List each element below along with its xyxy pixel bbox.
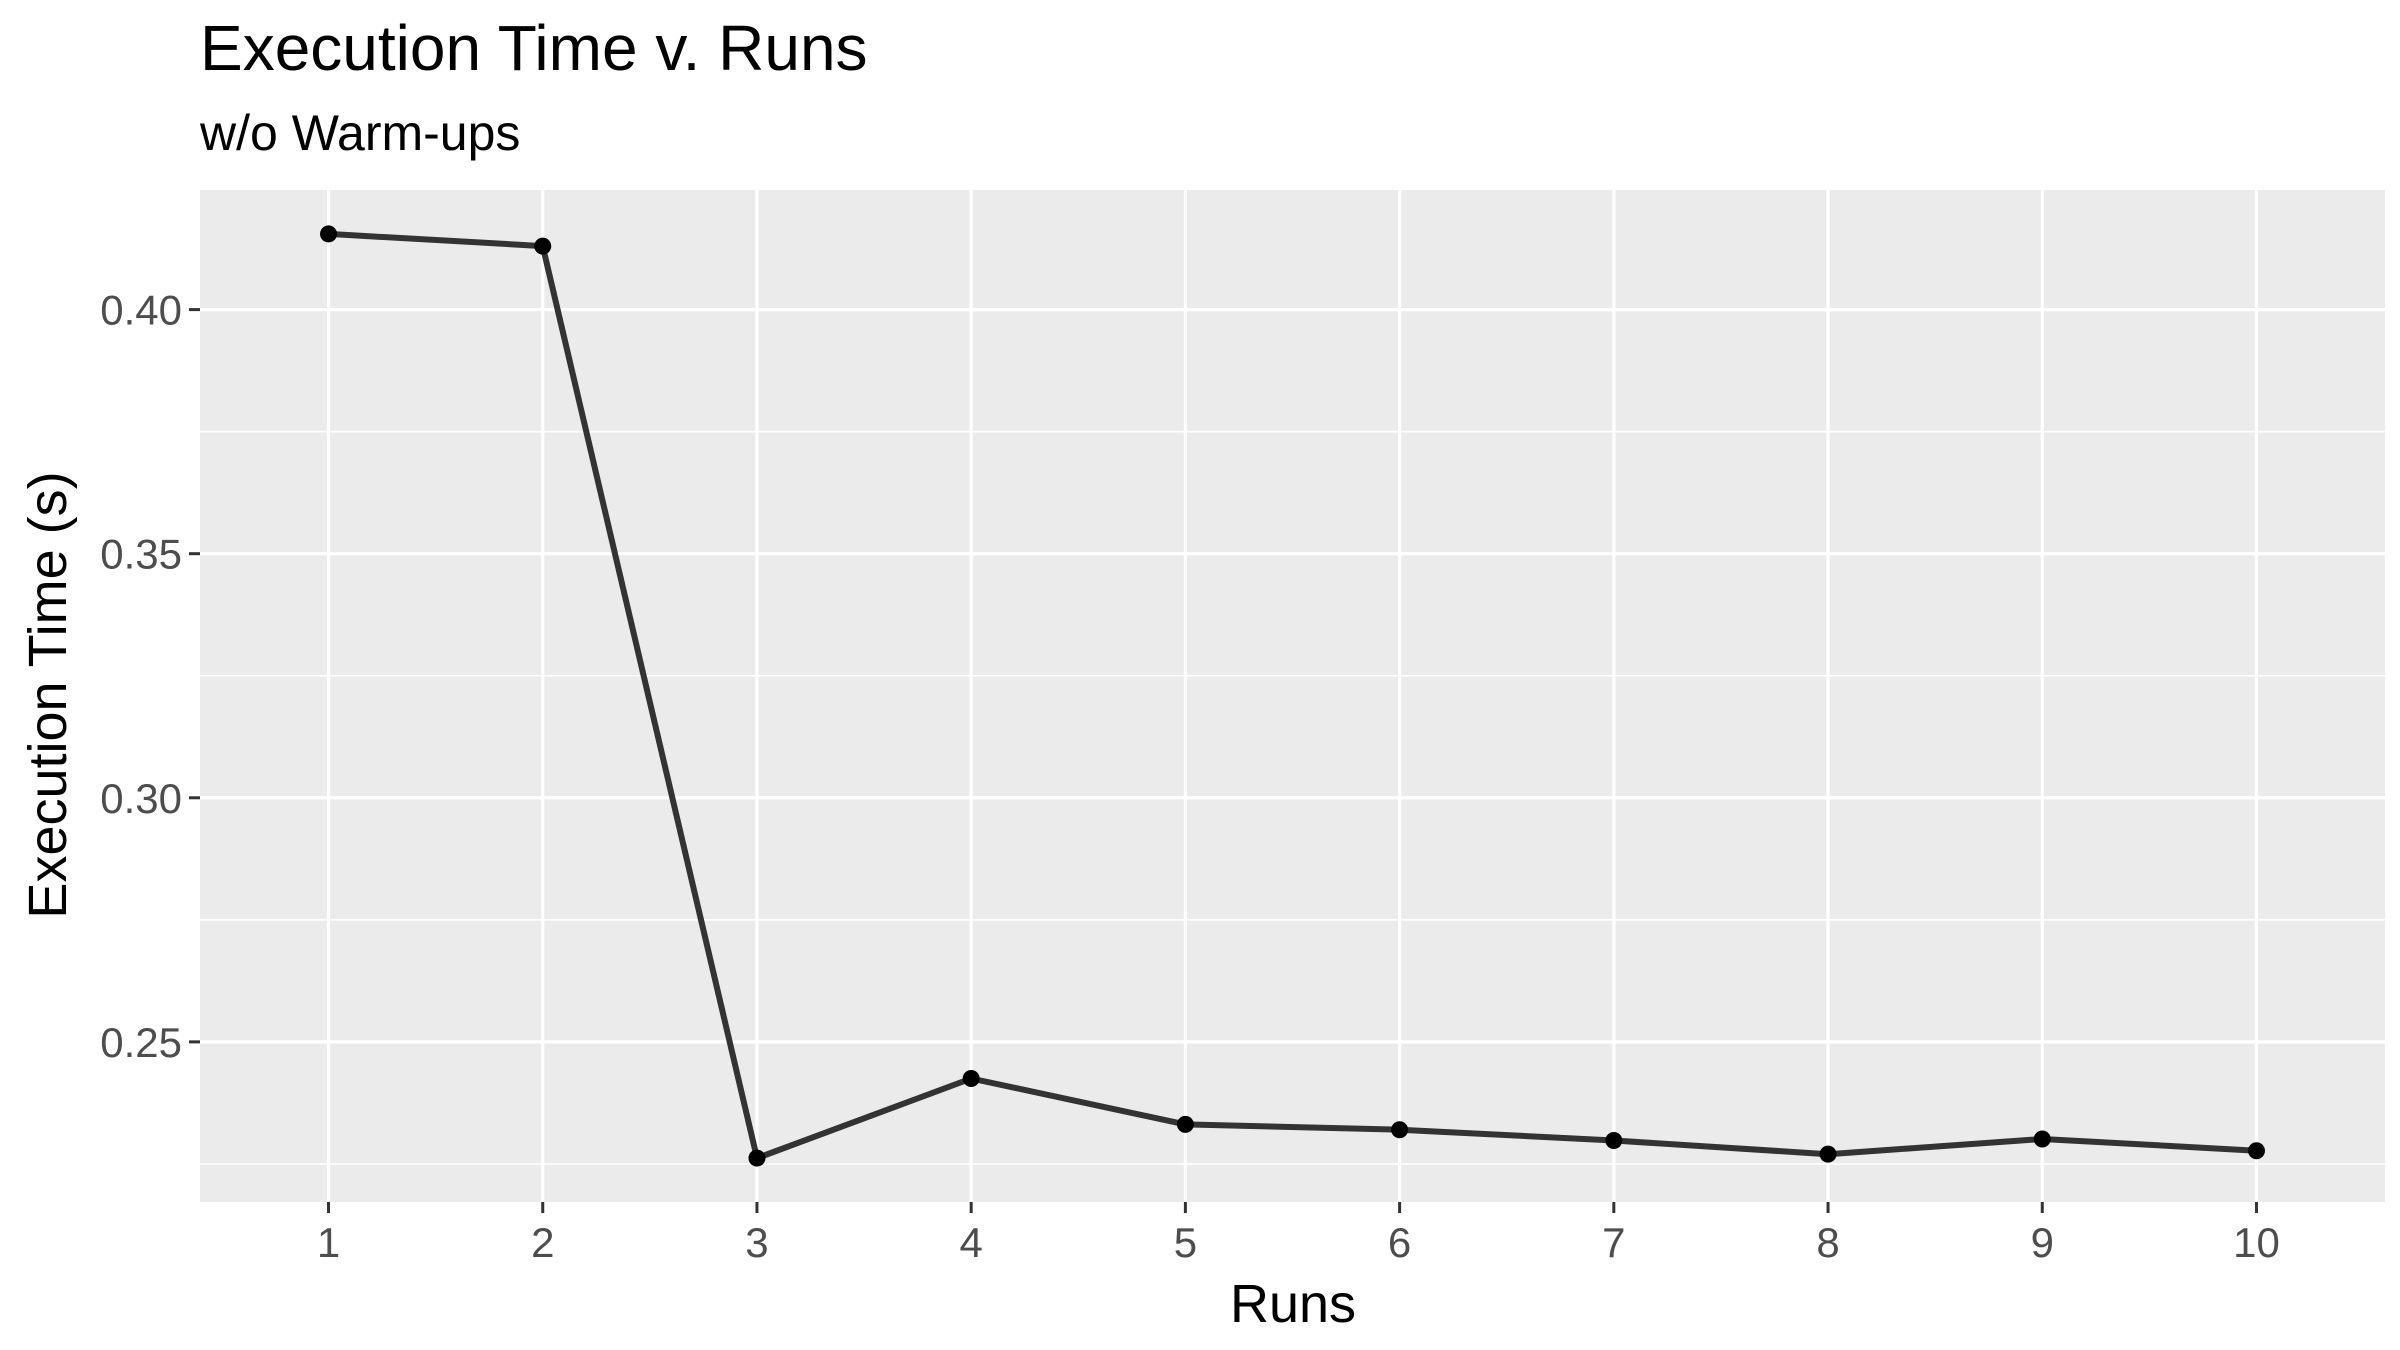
y-tick-label: 0.25 bbox=[100, 1019, 182, 1066]
x-tick-label: 9 bbox=[2031, 1219, 2054, 1266]
data-point bbox=[534, 237, 552, 255]
plot-area: 0.25 0.30 0.35 0.40 1 2 3 4 5 6 7 8 9 10 bbox=[100, 190, 2385, 1266]
x-tick-label: 7 bbox=[1602, 1219, 1625, 1266]
x-tick-label: 2 bbox=[531, 1219, 554, 1266]
data-point bbox=[962, 1069, 980, 1087]
x-tick-label: 3 bbox=[745, 1219, 768, 1266]
x-tick-label: 6 bbox=[1388, 1219, 1411, 1266]
chart-title: Execution Time v. Runs bbox=[200, 12, 868, 84]
x-tick-label: 8 bbox=[1816, 1219, 1839, 1266]
x-tick-label: 5 bbox=[1174, 1219, 1197, 1266]
y-tick-label: 0.40 bbox=[100, 287, 182, 334]
x-tick-label: 10 bbox=[2233, 1219, 2280, 1266]
y-tick-label: 0.30 bbox=[100, 775, 182, 822]
data-point bbox=[1819, 1145, 1837, 1163]
data-point bbox=[748, 1149, 766, 1167]
data-point bbox=[2033, 1130, 2051, 1148]
series-line bbox=[328, 230, 2257, 1162]
y-axis-title: Execution Time (s) bbox=[18, 471, 78, 918]
data-point bbox=[2247, 1142, 2265, 1160]
data-point bbox=[320, 225, 338, 243]
x-tick-label: 4 bbox=[959, 1219, 982, 1266]
data-point bbox=[1605, 1131, 1623, 1149]
chart-subtitle: w/o Warm-ups bbox=[199, 105, 520, 161]
data-point bbox=[1391, 1121, 1409, 1139]
x-axis-title: Runs bbox=[1230, 1274, 1356, 1334]
data-point bbox=[1176, 1115, 1194, 1133]
x-tick-label: 1 bbox=[317, 1219, 340, 1266]
plot-panel-background bbox=[200, 190, 2385, 1202]
y-tick-label: 0.35 bbox=[100, 531, 182, 578]
